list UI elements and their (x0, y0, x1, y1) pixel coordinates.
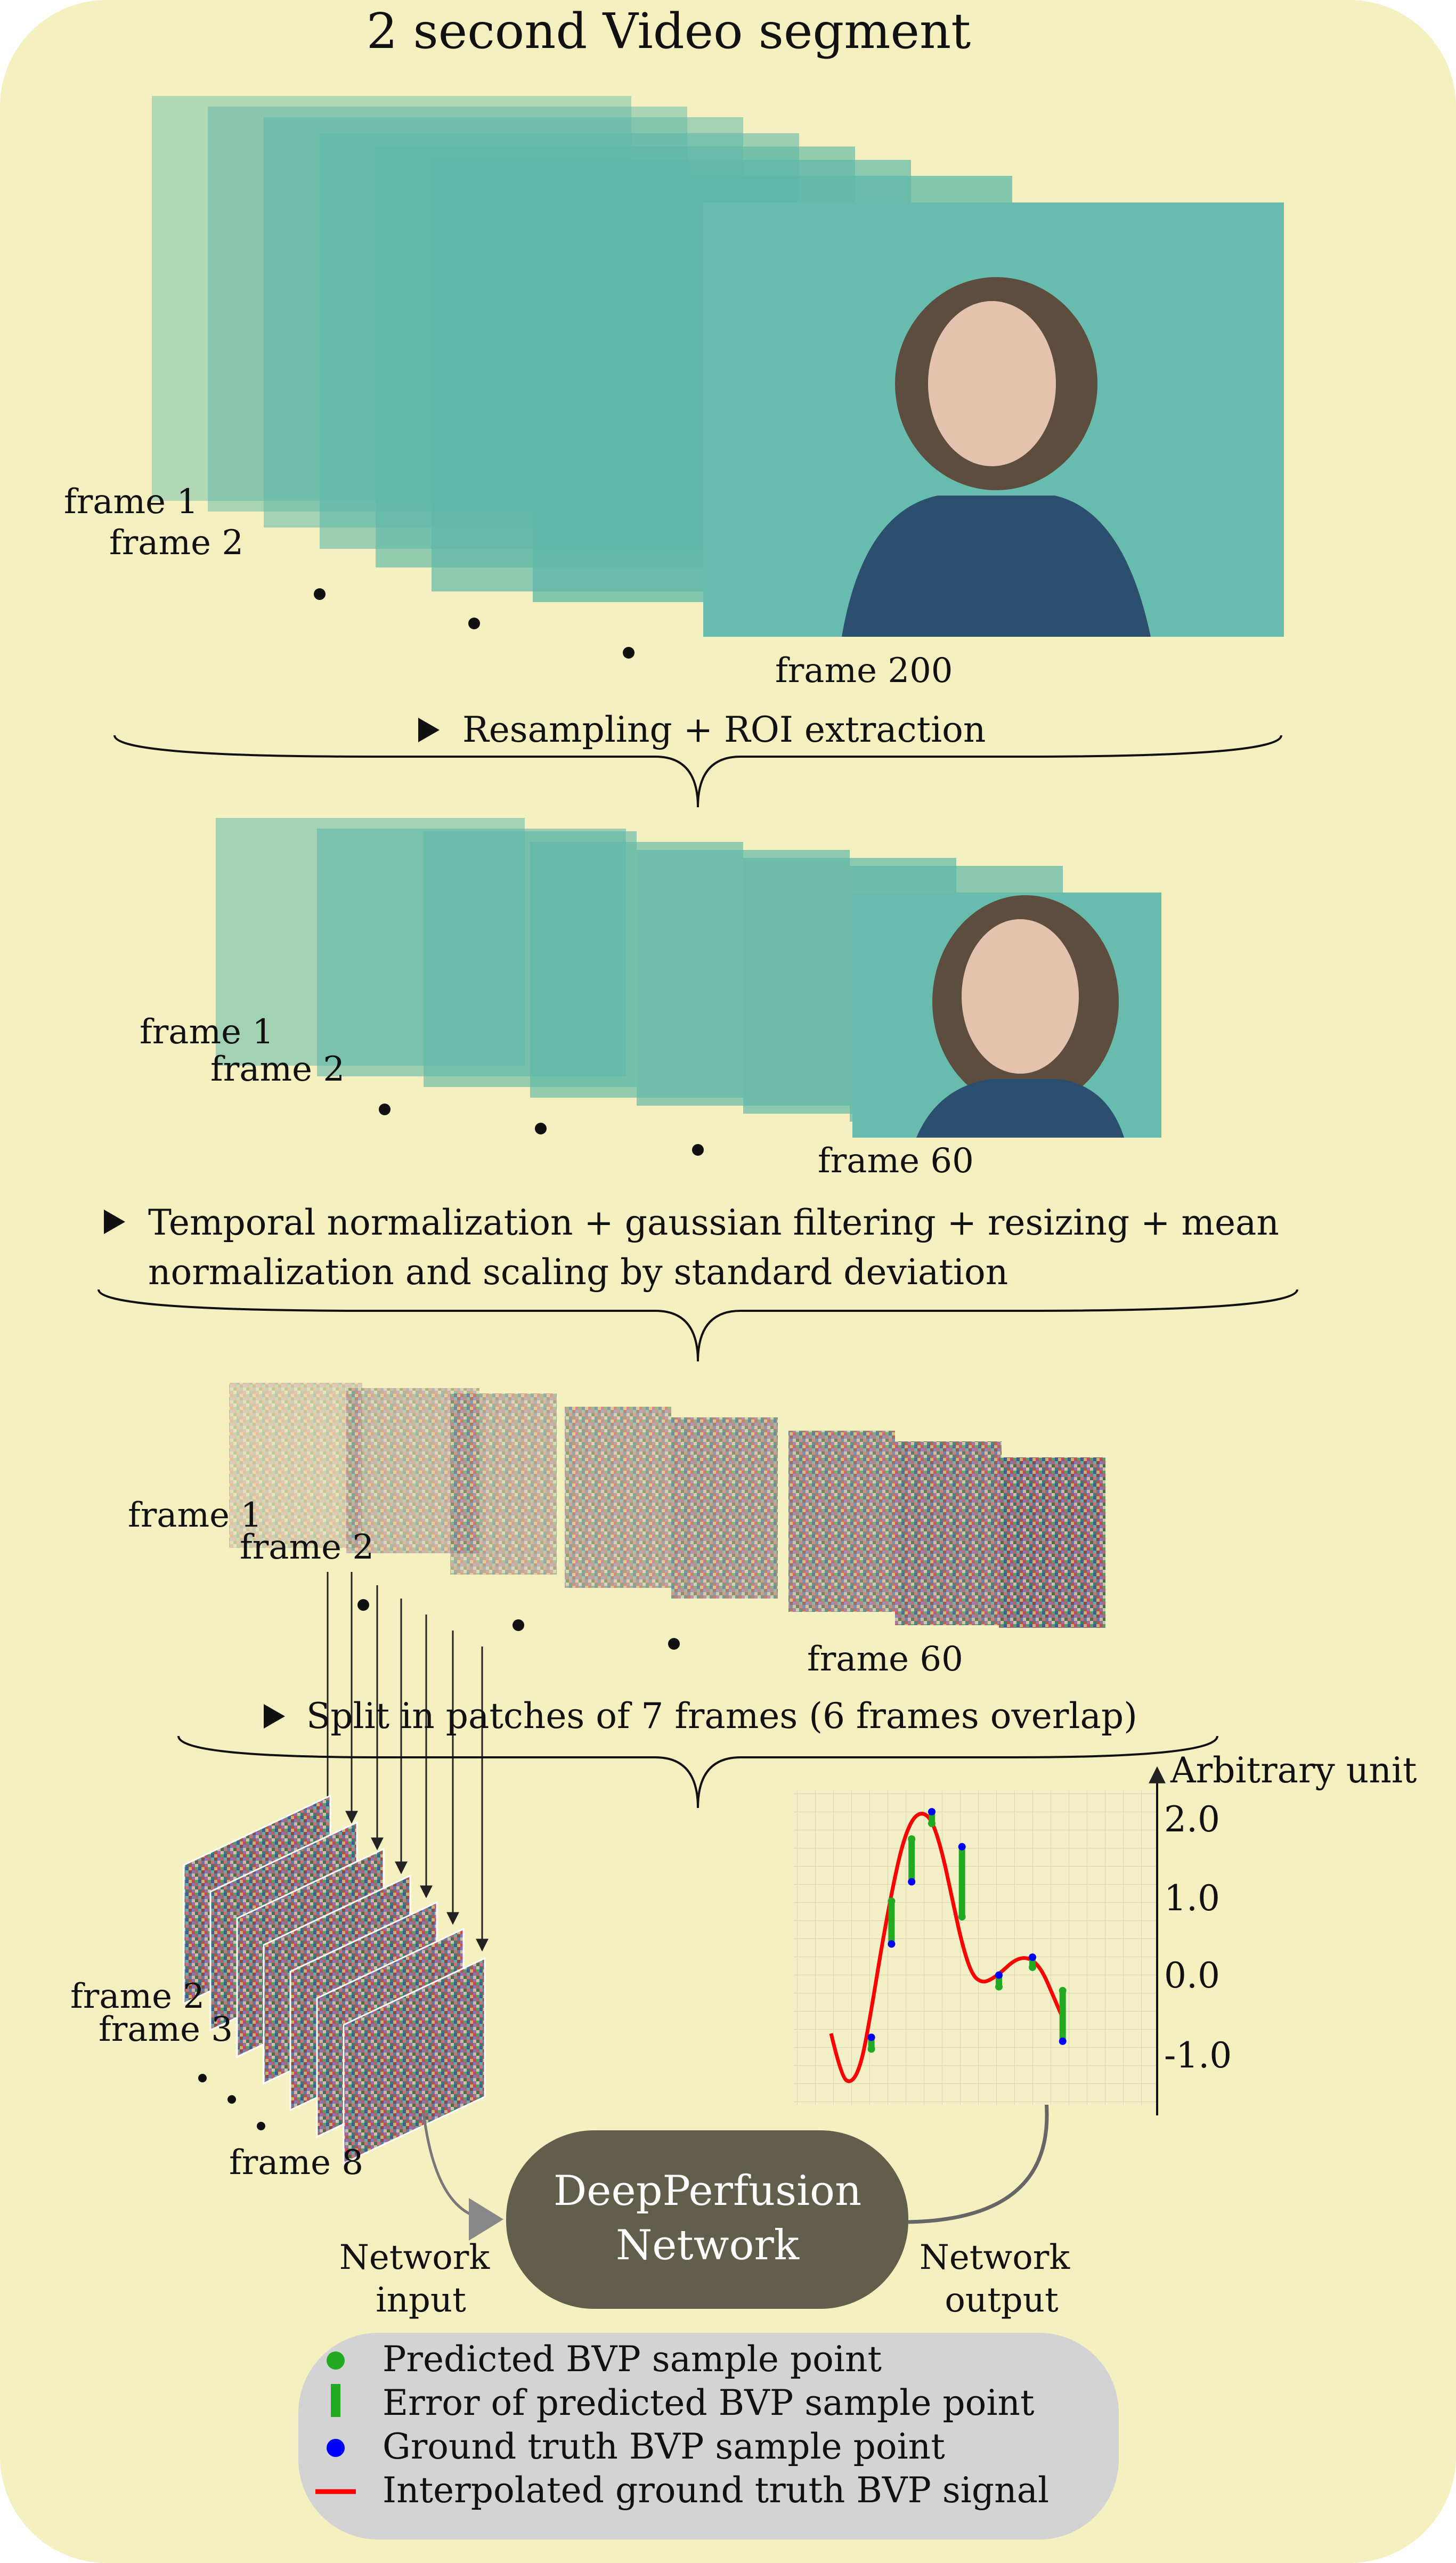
chart-grid (794, 1790, 1156, 2105)
legend-label: Predicted BVP sample point (383, 2339, 882, 2380)
step2-description-line1: Temporal normalization + gaussian filter… (148, 1202, 1279, 1243)
predicted-point (995, 1983, 1003, 1991)
y-tick-label: 0.0 (1164, 1955, 1220, 1996)
normalized-frame (450, 1393, 557, 1575)
step2-description-line2: normalization and scaling by standard de… (148, 1252, 1008, 1293)
ellipsis-dot (227, 2095, 236, 2104)
patch-label-frame-8: frame 8 (229, 2143, 363, 2183)
stage1-label-frame-2: frame 2 (109, 523, 243, 563)
ellipsis-dot (513, 1619, 524, 1631)
stage3-label-frame-last: frame 60 (807, 1640, 963, 1679)
ground-truth-point (888, 1940, 895, 1948)
normalized-frame (671, 1417, 778, 1599)
deepperfusion-network-box (506, 2130, 908, 2309)
stage3-label-frame-2: frame 2 (240, 1528, 374, 1567)
ground-truth-point (958, 1843, 966, 1851)
y-axis-label: Arbitrary unit (1170, 1750, 1417, 1791)
predicted-point (888, 1897, 895, 1905)
ground-truth-point (928, 1808, 936, 1815)
network-output-label-line2: output (945, 2281, 1059, 2320)
stage1-label-frame-1: frame 1 (64, 482, 198, 522)
legend-label: Ground truth BVP sample point (383, 2426, 945, 2467)
ellipsis-dot (668, 1638, 680, 1650)
stage2-label-frame-last: frame 60 (818, 1141, 974, 1181)
stage1-label-frame-last: frame 200 (775, 651, 953, 691)
network-name-line2: Network (616, 2221, 800, 2269)
diagram-title: 2 second Video segment (367, 3, 971, 60)
y-tick-label: 1.0 (1164, 1878, 1220, 1919)
ellipsis-dot (357, 1599, 369, 1611)
step3-description: Split in patches of 7 frames (6 frames o… (306, 1696, 1137, 1737)
ellipsis-dot (623, 647, 635, 659)
normalized-frame-last (999, 1457, 1105, 1628)
ellipsis-dot (535, 1123, 547, 1134)
legend-symbol (331, 2384, 340, 2417)
ground-truth-point (868, 2034, 875, 2041)
legend-symbol (327, 2351, 345, 2370)
network-output-label-line1: Network (920, 2238, 1071, 2277)
ground-truth-point (1059, 2038, 1067, 2045)
ground-truth-point (908, 1878, 915, 1886)
predicted-point (958, 1913, 966, 1920)
predicted-point (868, 2045, 875, 2053)
ellipsis-dot (198, 2074, 207, 2082)
network-name-line1: DeepPerfusion (554, 2167, 862, 2215)
ground-truth-point (1029, 1953, 1036, 1961)
ellipsis-dot (468, 618, 480, 629)
predicted-point (1029, 1964, 1036, 1971)
stage2-label-frame-2: frame 2 (210, 1050, 345, 1089)
predicted-point (928, 1820, 936, 1827)
ellipsis-dot (314, 588, 326, 600)
ellipsis-dot (257, 2122, 265, 2130)
y-tick-label: -1.0 (1164, 2035, 1232, 2076)
step1-description: Resampling + ROI extraction (462, 709, 986, 750)
legend-label: Error of predicted BVP sample point (383, 2382, 1035, 2423)
patch-label-frame-3: frame 3 (99, 2010, 233, 2049)
ground-truth-point (995, 1972, 1003, 1979)
network-input-label-line1: Network (339, 2238, 491, 2277)
network-input-label-line2: input (376, 2281, 466, 2320)
normalized-frame (788, 1431, 895, 1612)
ellipsis-dot (379, 1104, 391, 1115)
stage2-label-frame-1: frame 1 (140, 1012, 274, 1052)
predicted-point (908, 1835, 915, 1843)
legend-label: Interpolated ground truth BVP signal (383, 2470, 1049, 2511)
legend-symbol (327, 2439, 345, 2457)
y-tick-label: 2.0 (1164, 1799, 1220, 1840)
normalized-frame (895, 1441, 1002, 1625)
normalized-frame (565, 1407, 671, 1588)
predicted-point (1059, 1987, 1067, 1994)
ellipsis-dot (692, 1144, 704, 1156)
